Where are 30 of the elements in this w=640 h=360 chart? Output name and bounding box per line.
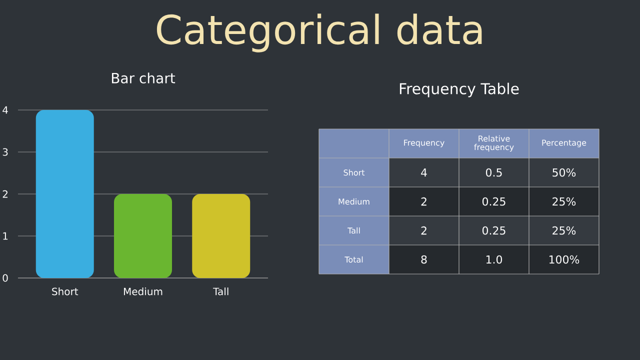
text: 2 <box>421 226 426 235</box>
category-label: Frequency <box>404 140 444 148</box>
x-tick-label: Short <box>52 288 78 296</box>
category-label: Relative frequency <box>474 135 514 152</box>
text: 25% <box>552 226 576 235</box>
category-label: Short <box>344 169 365 176</box>
text: 100% <box>549 255 580 264</box>
y-tick-label: 2 <box>2 190 8 198</box>
category-label: Percentage <box>542 140 586 148</box>
text: 0.25 <box>482 226 506 235</box>
category-label: Tall <box>348 227 360 234</box>
text: 25% <box>552 197 576 206</box>
chart-title: Categorical data <box>156 14 482 52</box>
text: 1.0 <box>486 255 502 264</box>
y-tick-label: 1 <box>3 232 8 240</box>
category-label: Medium <box>338 198 370 205</box>
text: 50% <box>552 168 576 177</box>
text: 4 <box>421 168 427 177</box>
x-tick-label: Medium <box>124 288 162 296</box>
text: 2 <box>421 197 426 206</box>
text: 8 <box>421 255 427 264</box>
text: 0.25 <box>482 197 506 206</box>
text: 0.5 <box>486 168 502 177</box>
text: Frequency Table <box>400 82 519 98</box>
x-tick-label: Tall <box>213 288 228 296</box>
y-tick-label: 3 <box>2 148 8 156</box>
y-tick-label: 4 <box>2 106 8 114</box>
chart-subtitle: Bar chart <box>112 72 176 84</box>
category-label: Total <box>344 256 363 263</box>
y-tick-label: 0 <box>2 274 8 282</box>
